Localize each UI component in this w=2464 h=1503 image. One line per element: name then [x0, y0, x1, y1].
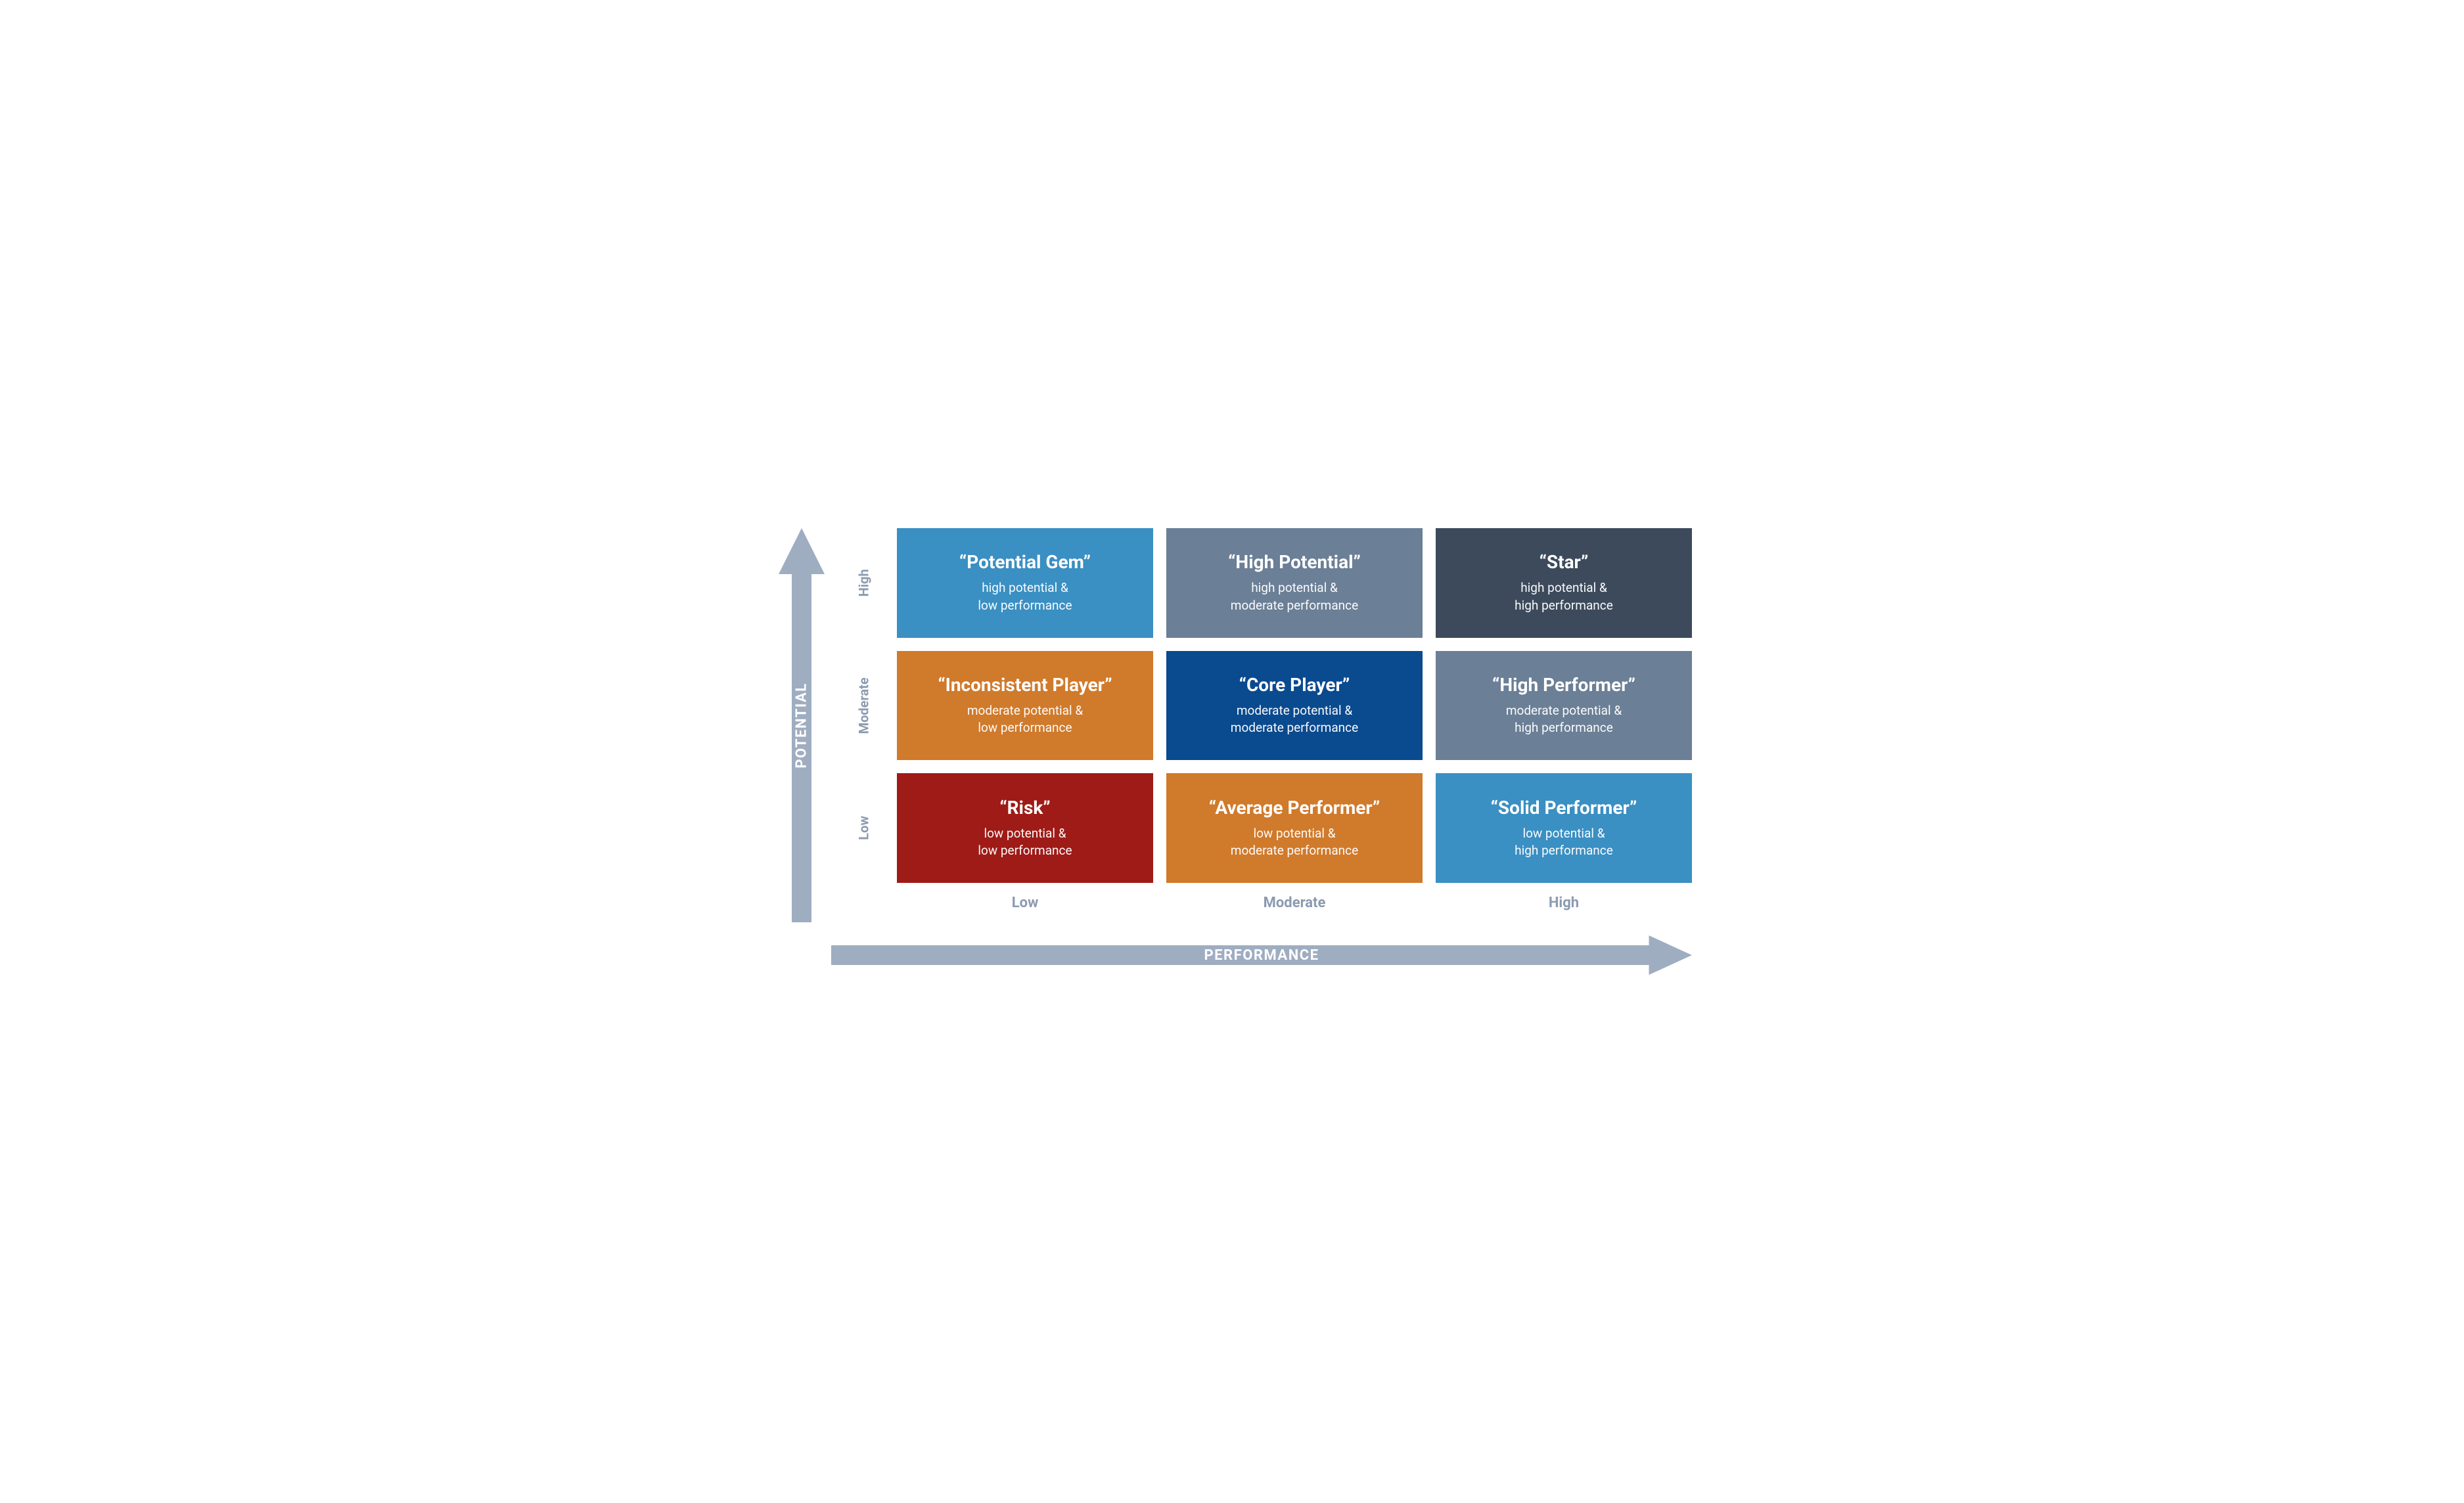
cell-title: “Risk”: [999, 797, 1050, 819]
cell-desc-line2: low performance: [978, 843, 1072, 858]
cell-high-potential: “High Potential” high potential & modera…: [1166, 528, 1423, 638]
cell-desc-line1: moderate potential &: [967, 703, 1083, 718]
cell-potential-gem: “Potential Gem” high potential & low per…: [897, 528, 1153, 638]
cell-desc: low potential & low performance: [978, 825, 1072, 860]
cell-risk: “Risk” low potential & low performance: [897, 773, 1153, 883]
cell-desc-line2: moderate performance: [1231, 843, 1358, 858]
cell-desc: low potential & high performance: [1515, 825, 1613, 860]
cell-desc-line1: low potential &: [1253, 826, 1335, 841]
cell-desc-line1: high potential &: [982, 580, 1068, 595]
cell-title: “High Performer”: [1492, 674, 1635, 696]
cell-desc-line2: low performance: [978, 598, 1072, 613]
cell-desc-line2: moderate performance: [1231, 720, 1358, 735]
cell-desc-line2: high performance: [1515, 720, 1613, 735]
cell-title: “Core Player”: [1239, 674, 1350, 696]
cell-desc-line1: high potential &: [1251, 580, 1338, 595]
x-axis-label: PERFORMANCE: [1204, 947, 1319, 964]
row-labels: High Moderate Low: [831, 528, 897, 883]
col-label-high: High: [1436, 883, 1692, 922]
cell-desc-line1: low potential &: [1522, 826, 1605, 841]
cell-inconsistent-player: “Inconsistent Player” moderate potential…: [897, 651, 1153, 761]
cell-desc-line1: high potential &: [1520, 580, 1607, 595]
x-axis-arrow: PERFORMANCE: [831, 935, 1692, 975]
cell-core-player: “Core Player” moderate potential & moder…: [1166, 651, 1423, 761]
cell-average-performer: “Average Performer” low potential & mode…: [1166, 773, 1423, 883]
cell-desc: high potential & moderate performance: [1231, 579, 1358, 614]
row-label-high: High: [810, 550, 919, 616]
col-labels: Low Moderate High: [897, 883, 1692, 922]
cell-desc-line1: moderate potential &: [1237, 703, 1352, 718]
cell-desc: high potential & low performance: [978, 579, 1072, 614]
col-label-low: Low: [897, 883, 1153, 922]
cell-title: “Solid Performer”: [1491, 797, 1637, 819]
cell-desc-line1: moderate potential &: [1506, 703, 1622, 718]
row-label-low: Low: [810, 796, 919, 861]
cell-desc-line2: moderate performance: [1231, 598, 1358, 613]
cell-star: “Star” high potential & high performance: [1436, 528, 1692, 638]
cell-title: “Inconsistent Player”: [938, 674, 1112, 696]
spacer: [772, 922, 831, 975]
row-label-moderate: Moderate: [810, 673, 919, 738]
cell-desc-line2: high performance: [1515, 843, 1613, 858]
cell-desc-line2: low performance: [978, 720, 1072, 735]
nine-box-matrix: POTENTIAL High Moderate Low “Potential G…: [772, 528, 1692, 975]
cell-title: “High Potential”: [1228, 551, 1361, 573]
cell-desc: moderate potential & moderate performanc…: [1231, 702, 1358, 737]
cell-desc: high potential & high performance: [1515, 579, 1613, 614]
y-axis-label: POTENTIAL: [794, 683, 810, 768]
cell-desc-line2: high performance: [1515, 598, 1613, 613]
cell-desc: moderate potential & low performance: [967, 702, 1083, 737]
cell-desc: moderate potential & high performance: [1506, 702, 1622, 737]
grid-cells: “Potential Gem” high potential & low per…: [897, 528, 1692, 883]
spacer: [831, 883, 897, 922]
col-label-moderate: Moderate: [1166, 883, 1423, 922]
cell-title: “Average Performer”: [1209, 797, 1380, 819]
cell-title: “Potential Gem”: [959, 551, 1091, 573]
cell-title: “Star”: [1540, 551, 1589, 573]
cell-desc: low potential & moderate performance: [1231, 825, 1358, 860]
cell-high-performer: “High Performer” moderate potential & hi…: [1436, 651, 1692, 761]
cell-desc-line1: low potential &: [984, 826, 1066, 841]
cell-solid-performer: “Solid Performer” low potential & high p…: [1436, 773, 1692, 883]
